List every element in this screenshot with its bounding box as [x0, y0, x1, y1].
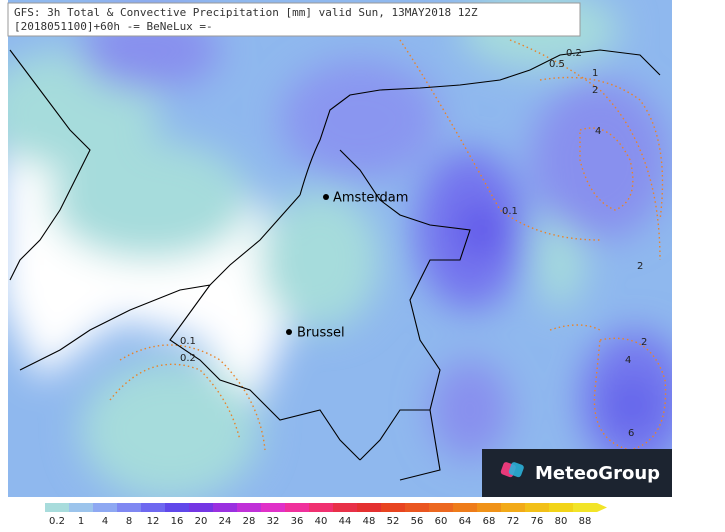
colorbar-segment — [549, 503, 573, 512]
colorbar-label: 52 — [387, 516, 400, 527]
colorbar-label: 4 — [102, 516, 108, 527]
colorbar-segment — [69, 503, 93, 512]
contour-label: 4 — [625, 355, 631, 366]
contour-label: 0.1 — [180, 336, 196, 347]
colorbar-label: 40 — [315, 516, 328, 527]
colorbar-arrow — [597, 503, 607, 512]
header-title: GFS: 3h Total & Convective Precipitation… — [14, 6, 478, 19]
contour-label: 2 — [641, 337, 647, 348]
colorbar-segment — [93, 503, 117, 512]
contour-label: 2 — [637, 261, 643, 272]
city-dot — [323, 194, 329, 200]
colorbar: 0.2 1 4 8 12 16 20 24 28 32 36 40 44 48 52 56 60 64 68 72 76… — [45, 503, 607, 527]
colorbar-segment — [453, 503, 477, 512]
colorbar-segment — [117, 503, 141, 512]
colorbar-label: 0.2 — [49, 516, 65, 527]
colorbar-label: 60 — [435, 516, 448, 527]
colorbar-label: 64 — [459, 516, 472, 527]
colorbar-label: 68 — [483, 516, 496, 527]
contour-label: 4 — [595, 126, 601, 137]
city-dot — [286, 329, 292, 335]
colorbar-segment — [309, 503, 333, 512]
colorbar-label: 80 — [555, 516, 568, 527]
logo-text: MeteoGroup — [535, 463, 660, 484]
colorbar-label: 28 — [243, 516, 256, 527]
header-run: [2018051100]+60h -= BeNeLux =- — [14, 20, 213, 33]
colorbar-label: 72 — [507, 516, 520, 527]
contour-label: 6 — [628, 428, 634, 439]
colorbar-label: 36 — [291, 516, 304, 527]
contour-label: 2 — [592, 85, 598, 96]
colorbar-segment — [429, 503, 453, 512]
colorbar-segment — [213, 503, 237, 512]
colorbar-segment — [405, 503, 429, 512]
colorbar-label: 16 — [171, 516, 184, 527]
colorbar-segment — [45, 503, 69, 512]
colorbar-label: 76 — [531, 516, 544, 527]
colorbar-label: 20 — [195, 516, 208, 527]
colorbar-label: 1 — [78, 516, 84, 527]
precip-field — [8, 0, 672, 497]
contour-label: 0.2 — [180, 353, 196, 364]
colorbar-segment — [573, 503, 597, 512]
colorbar-segment — [165, 503, 189, 512]
colorbar-segment — [333, 503, 357, 512]
contour-label: 0.2 — [566, 48, 582, 59]
colorbar-label: 56 — [411, 516, 424, 527]
contour-label: 0.1 — [502, 206, 518, 217]
colorbar-segment — [261, 503, 285, 512]
contour-label: 1 — [592, 68, 598, 79]
colorbar-segment — [477, 503, 501, 512]
colorbar-segment — [381, 503, 405, 512]
colorbar-segment — [501, 503, 525, 512]
city-label: Brussel — [297, 326, 345, 341]
header-box — [7, 2, 581, 37]
colorbar-segment — [285, 503, 309, 512]
colorbar-segment — [237, 503, 261, 512]
colorbar-label: 48 — [363, 516, 376, 527]
colorbar-segment — [189, 503, 213, 512]
contour-label: 0.5 — [549, 59, 565, 70]
colorbar-segment — [525, 503, 549, 512]
city-label: Amsterdam — [333, 191, 408, 206]
colorbar-label: 12 — [147, 516, 160, 527]
colorbar-segment — [141, 503, 165, 512]
colorbar-label: 44 — [339, 516, 352, 527]
logo-icon — [500, 462, 524, 478]
colorbar-label: 32 — [267, 516, 280, 527]
colorbar-label: 24 — [219, 516, 232, 527]
colorbar-segment — [357, 503, 381, 512]
colorbar-label: 88 — [579, 516, 592, 527]
colorbar-label: 8 — [126, 516, 132, 527]
